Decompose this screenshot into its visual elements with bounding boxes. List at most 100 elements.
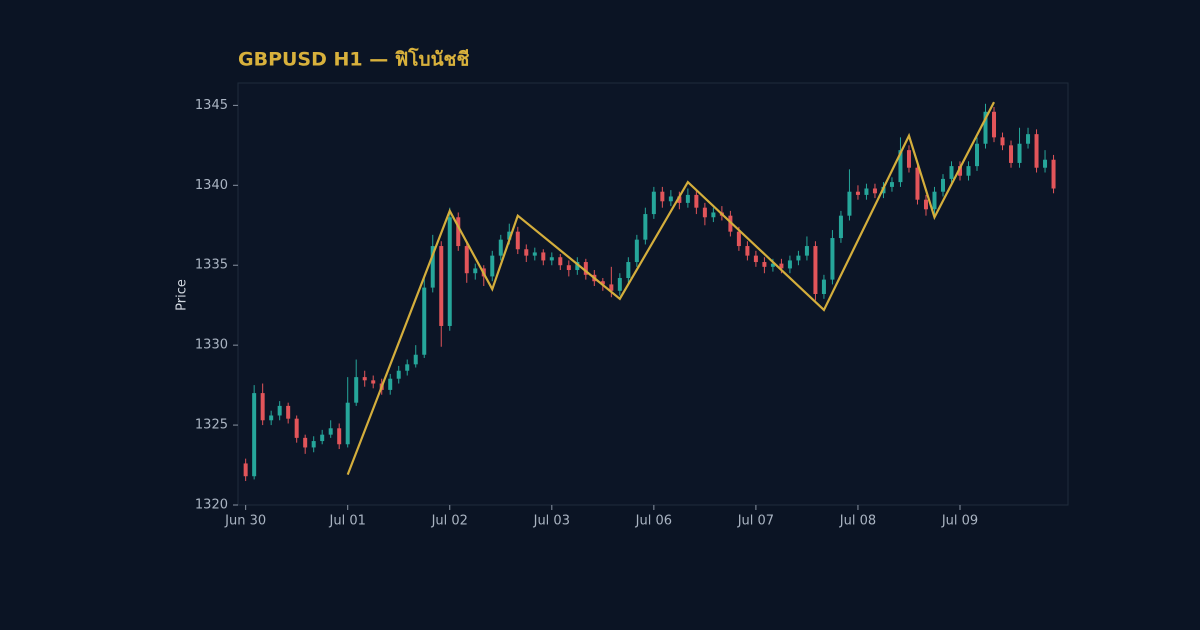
candle-body [303,437,308,448]
x-tick-label: Jul 02 [431,514,468,529]
candle-body [651,191,656,215]
candle-body [260,393,265,421]
candle-body [294,418,299,438]
candle-body [906,150,911,168]
candle-body [626,262,631,279]
candle-body [277,405,282,416]
candle-body [736,231,741,247]
x-tick-label: Jul 09 [941,514,978,529]
candle-body [456,217,461,247]
candle-body [354,377,359,403]
candle-body [677,196,682,203]
candle-body [286,405,291,419]
zigzag-line [346,101,995,476]
candle-body [975,143,980,167]
candle-body [821,279,826,294]
y-tick-label: 1345 [195,98,228,113]
candle-body [660,191,665,202]
candle-body [940,178,945,192]
candle-body [685,194,690,203]
candle-body [1034,134,1039,168]
y-axis-label: Price [175,279,190,311]
candle-body [847,191,852,216]
candle-body [583,262,588,275]
candle-body [473,268,478,274]
candle-body [1026,134,1031,144]
y-tick-label: 1335 [195,258,228,273]
candle-body [388,378,393,390]
candle-body [804,246,809,256]
candle-body [566,265,571,271]
x-tick-label: Jul 08 [839,514,876,529]
y-tick-label: 1340 [195,178,228,193]
candle-body [694,194,699,208]
candle-body [252,393,257,477]
candle-body [838,215,843,239]
candle-body [728,215,733,232]
x-tick-label: Jun 30 [224,514,266,529]
candle-body [872,188,877,194]
plot-area [237,82,1069,506]
y-tick-label: 1325 [195,418,228,433]
candle-body [396,370,401,379]
candle-body [430,246,435,288]
candle-body [830,238,835,280]
candle-body [515,231,520,250]
candle-body [813,246,818,294]
candle-body [269,415,274,421]
candle-body [311,441,316,448]
candle-body [439,246,444,326]
x-tick-label: Jul 07 [737,514,774,529]
candle-body [464,246,469,274]
candle-body [983,111,988,144]
candle-body [558,257,563,266]
x-tick-label: Jul 03 [533,514,570,529]
candle-body [490,255,495,277]
candle-body [1043,159,1048,168]
candle-body [549,257,554,261]
candle-body [770,263,775,267]
candle-body [1000,137,1005,146]
candle-body [949,166,954,179]
candle-body [745,246,750,256]
candle-body [371,380,376,384]
candle-body [541,252,546,261]
candle-body [898,150,903,183]
candle-body [966,166,971,176]
candle-body [320,434,325,442]
candle-body [787,260,792,269]
candle-body [600,281,605,285]
candle-body [345,402,350,445]
candle-body [498,239,503,256]
candle-body [337,428,342,445]
candle-body [753,255,758,263]
candle-body [1017,143,1022,163]
candle-body [413,354,418,365]
candle-body [779,263,784,269]
candle-body [957,166,962,176]
candle-body [923,199,928,210]
candle-body [855,191,860,195]
candle-body [762,262,767,267]
candle-body [609,284,614,291]
candle-body [575,262,580,271]
candle-body [617,278,622,291]
candle-body [362,377,367,381]
candle-body [405,364,410,371]
candle-body [643,214,648,240]
candle-body [932,191,937,210]
x-tick-label: Jul 06 [635,514,672,529]
candle-body [702,207,707,218]
candle-body [711,212,716,218]
candle-body [668,196,673,202]
chart-title: GBPUSD H1 — ฟิโบนัชชี [238,48,469,71]
candle-body [532,252,537,256]
candle-body [507,231,512,240]
y-tick-label: 1320 [195,498,228,513]
candle-body [422,287,427,355]
y-tick-label: 1330 [195,338,228,353]
candle-body [447,217,452,326]
candle-body [524,249,529,256]
